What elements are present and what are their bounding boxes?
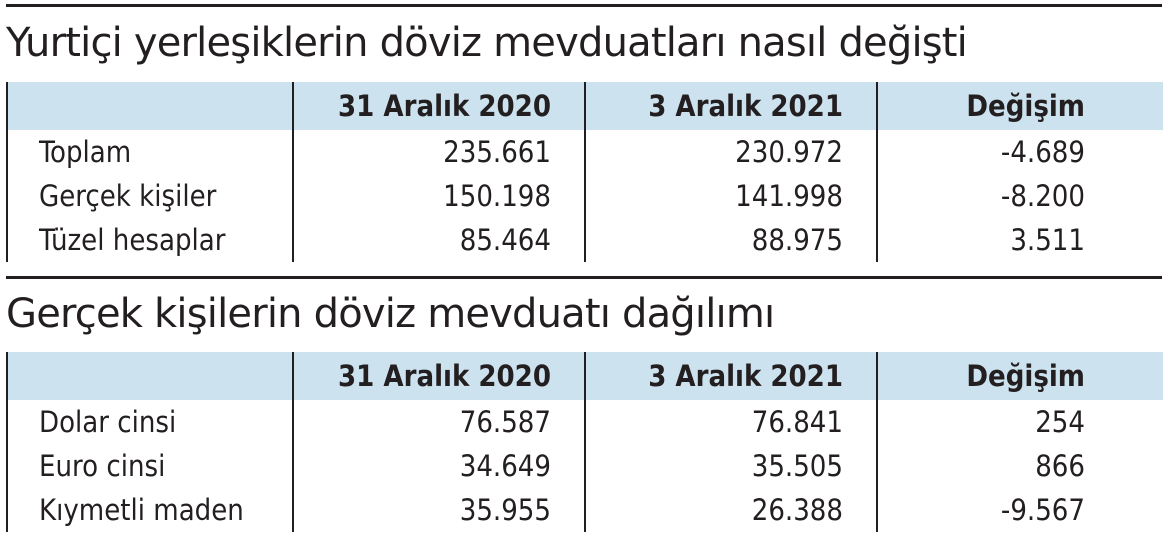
row-label: Kıymetli maden — [6, 488, 293, 532]
value-2021: 88.975 — [584, 218, 877, 262]
value-2021: 141.998 — [584, 174, 877, 218]
value-2020: 34.649 — [292, 444, 585, 488]
section-rule — [6, 276, 1162, 279]
value-2021: 35.505 — [584, 444, 877, 488]
value-change: 866 — [876, 444, 1163, 488]
header-date-2020: 31 Aralık 2020 — [292, 82, 585, 130]
table-row: Kıymetli maden 35.955 26.388 -9.567 — [6, 488, 1163, 532]
deposits-change-table: 31 Aralık 2020 3 Aralık 2021 Değişim Top… — [6, 82, 1163, 262]
row-label: Toplam — [6, 130, 293, 174]
header-date-2020: 31 Aralık 2020 — [292, 352, 585, 400]
top-rule — [6, 4, 1162, 7]
value-2020: 76.587 — [292, 400, 585, 444]
header-cell-empty — [6, 352, 293, 400]
distribution-table: 31 Aralık 2020 3 Aralık 2021 Değişim Dol… — [6, 352, 1163, 532]
table-header-row: 31 Aralık 2020 3 Aralık 2021 Değişim — [6, 352, 1163, 400]
row-label: Euro cinsi — [6, 444, 293, 488]
value-2020: 35.955 — [292, 488, 585, 532]
header-date-2021: 3 Aralık 2021 — [584, 82, 877, 130]
value-2021: 230.972 — [584, 130, 877, 174]
row-label: Dolar cinsi — [6, 400, 293, 444]
header-cell-empty — [6, 82, 293, 130]
value-change: 3.511 — [876, 218, 1163, 262]
value-2020: 235.661 — [292, 130, 585, 174]
table-row: Gerçek kişiler 150.198 141.998 -8.200 — [6, 174, 1163, 218]
header-change: Değişim — [876, 352, 1163, 400]
header-change: Değişim — [876, 82, 1163, 130]
value-change: -8.200 — [876, 174, 1163, 218]
value-change: -9.567 — [876, 488, 1163, 532]
row-label: Tüzel hesaplar — [6, 218, 293, 262]
table-header-row: 31 Aralık 2020 3 Aralık 2021 Değişim — [6, 82, 1163, 130]
table2-title: Gerçek kişilerin döviz mevduatı dağılımı — [6, 291, 775, 337]
table-row: Toplam 235.661 230.972 -4.689 — [6, 130, 1163, 174]
value-2020: 85.464 — [292, 218, 585, 262]
table1-title: Yurtiçi yerleşiklerin döviz mevduatları … — [6, 20, 968, 66]
table-row: Euro cinsi 34.649 35.505 866 — [6, 444, 1163, 488]
value-change: -4.689 — [876, 130, 1163, 174]
table-row: Dolar cinsi 76.587 76.841 254 — [6, 400, 1163, 444]
value-change: 254 — [876, 400, 1163, 444]
header-date-2021: 3 Aralık 2021 — [584, 352, 877, 400]
value-2021: 76.841 — [584, 400, 877, 444]
row-label: Gerçek kişiler — [6, 174, 293, 218]
value-2021: 26.388 — [584, 488, 877, 532]
table-row: Tüzel hesaplar 85.464 88.975 3.511 — [6, 218, 1163, 262]
value-2020: 150.198 — [292, 174, 585, 218]
